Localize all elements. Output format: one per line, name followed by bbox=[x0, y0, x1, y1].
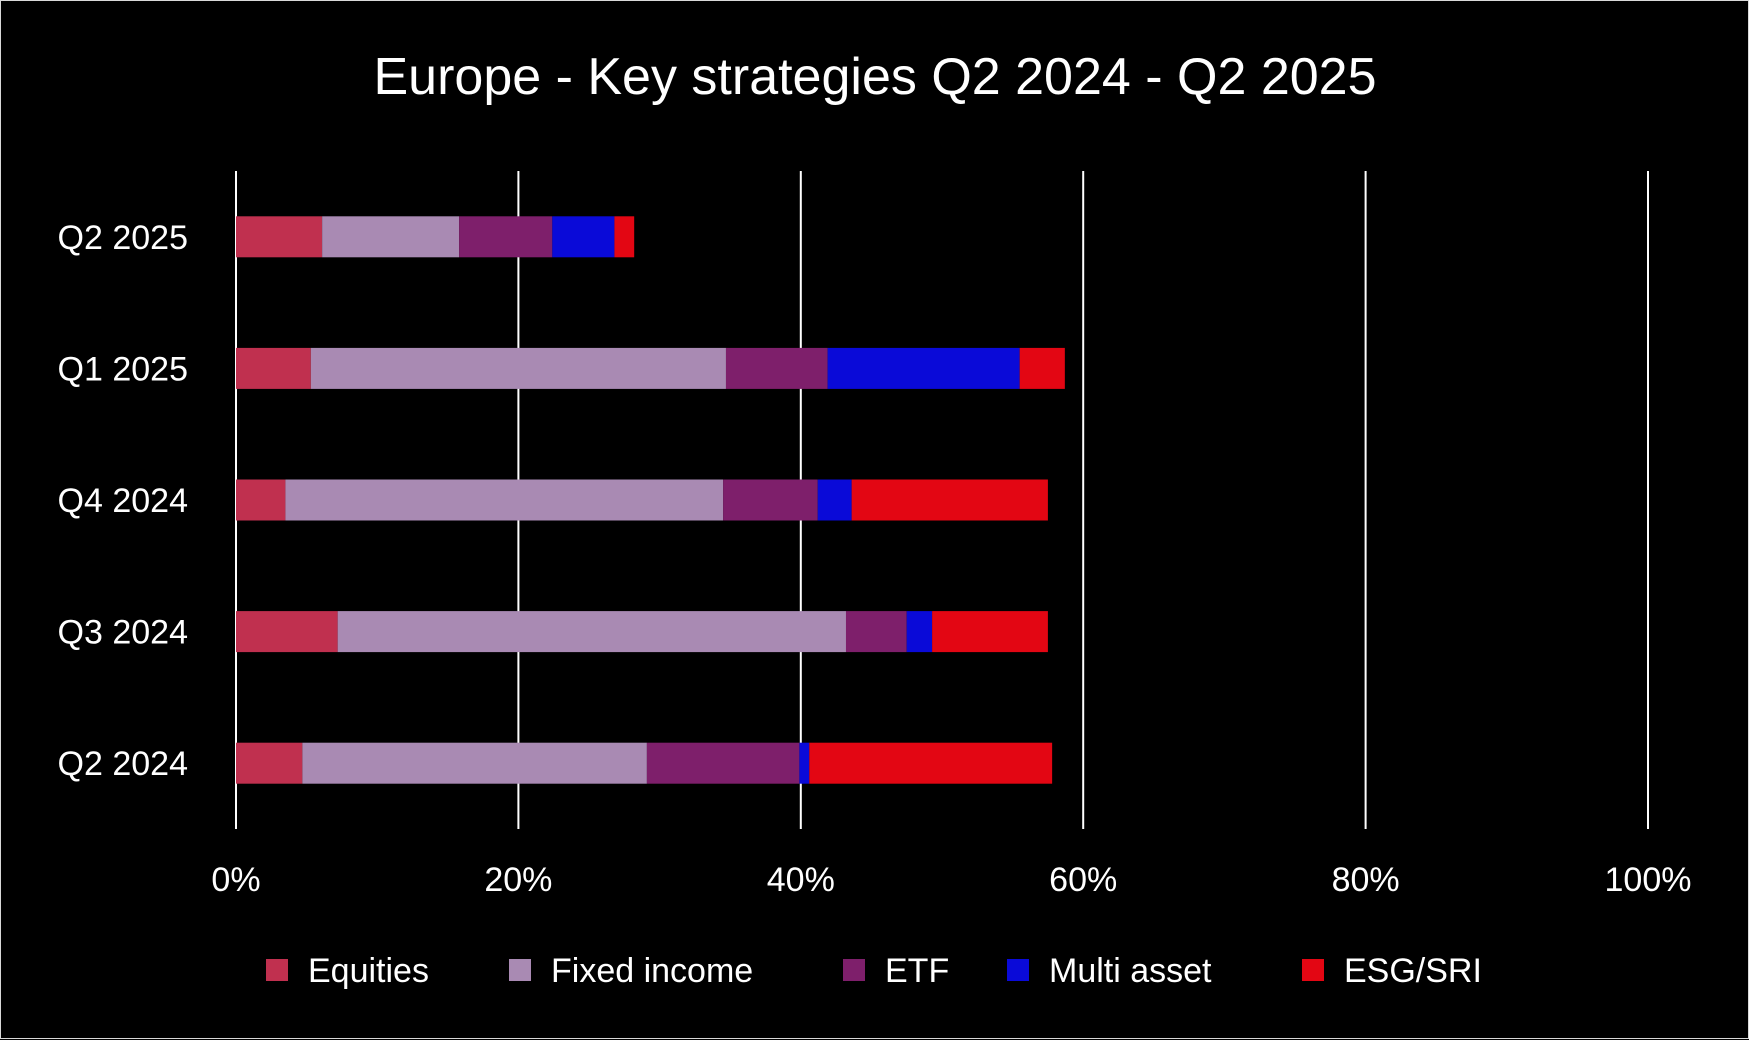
legend-swatch bbox=[1302, 959, 1324, 981]
bar-segment-multi-asset bbox=[817, 479, 852, 521]
bars bbox=[236, 216, 1065, 784]
bar-segment-esg-sri bbox=[809, 742, 1053, 784]
bar-segment-fixed-income bbox=[285, 479, 724, 521]
category-label: Q1 2025 bbox=[58, 350, 188, 388]
bar-segment-etf bbox=[459, 216, 553, 258]
bar-segment-esg-sri bbox=[851, 479, 1048, 521]
legend-swatch bbox=[266, 959, 288, 981]
legend-swatch bbox=[1007, 959, 1029, 981]
bar-segment-fixed-income bbox=[302, 742, 647, 784]
bar-segment-etf bbox=[845, 611, 907, 653]
bar-segment-esg-sri bbox=[614, 216, 635, 258]
category-label: Q2 2024 bbox=[58, 745, 188, 783]
legend-swatch bbox=[843, 959, 865, 981]
bar-segment-multi-asset bbox=[552, 216, 615, 258]
bar-segment-multi-asset bbox=[827, 347, 1020, 389]
legend-label: Equities bbox=[308, 952, 429, 990]
bar-segment-etf bbox=[646, 742, 800, 784]
x-tick-label: 20% bbox=[484, 861, 552, 899]
category-label: Q3 2024 bbox=[58, 614, 188, 652]
legend-label: Fixed income bbox=[551, 952, 753, 990]
bar-segment-equities bbox=[236, 347, 311, 389]
legend-label: ETF bbox=[885, 952, 949, 990]
legend-label: Multi asset bbox=[1049, 952, 1212, 990]
x-tick-label: 100% bbox=[1605, 861, 1692, 899]
bar-segment-fixed-income bbox=[337, 611, 846, 653]
bar-segment-esg-sri bbox=[932, 611, 1048, 653]
bar-segment-equities bbox=[236, 479, 286, 521]
category-labels: Q2 2025 Q1 2025 Q4 2024 Q3 2024 Q2 2024 bbox=[58, 219, 188, 783]
legend: Equities Fixed income ETF Multi asset ESG/SR… bbox=[266, 952, 1482, 990]
bar-segment-etf bbox=[723, 479, 818, 521]
bar-segment-fixed-income bbox=[322, 216, 460, 258]
bar-segment-equities bbox=[236, 611, 338, 653]
x-axis-tick-labels: 0% 20% 40% 60% 80% 100% bbox=[211, 861, 1691, 899]
bar-segment-multi-asset bbox=[799, 742, 810, 784]
x-tick-label: 60% bbox=[1049, 861, 1117, 899]
category-label: Q4 2024 bbox=[58, 482, 188, 520]
bar-segment-multi-asset bbox=[906, 611, 933, 653]
bar-segment-etf bbox=[725, 347, 828, 389]
x-tick-label: 0% bbox=[211, 861, 260, 899]
legend-label: ESG/SRI bbox=[1344, 952, 1482, 990]
bar-segment-equities bbox=[236, 742, 303, 784]
x-tick-label: 80% bbox=[1332, 861, 1400, 899]
chart-title: Europe - Key strategies Q2 2024 - Q2 202… bbox=[373, 48, 1376, 106]
category-label: Q2 2025 bbox=[58, 219, 188, 257]
bar-segment-esg-sri bbox=[1019, 347, 1065, 389]
x-tick-label: 40% bbox=[767, 861, 835, 899]
bar-segment-equities bbox=[236, 216, 323, 258]
bar-segment-fixed-income bbox=[310, 347, 726, 389]
legend-swatch bbox=[509, 959, 531, 981]
